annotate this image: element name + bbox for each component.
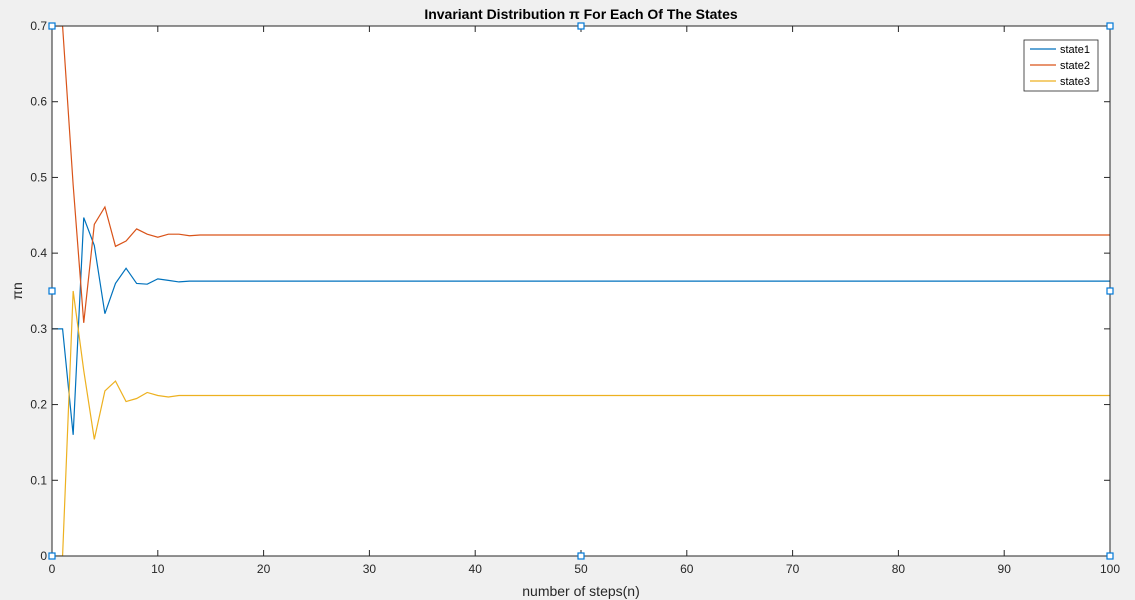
x-tick-label: 30 bbox=[363, 562, 377, 576]
resize-handle[interactable] bbox=[48, 552, 56, 560]
resize-handle[interactable] bbox=[1106, 287, 1114, 295]
resize-handle[interactable] bbox=[48, 287, 56, 295]
y-tick-label: 0.3 bbox=[30, 322, 47, 336]
series-line-state1 bbox=[52, 217, 1110, 435]
resize-handle[interactable] bbox=[1106, 552, 1114, 560]
y-tick-label: 0.1 bbox=[30, 473, 47, 487]
plot-area bbox=[52, 26, 1110, 556]
y-tick-label: 0 bbox=[40, 549, 47, 563]
x-tick-label: 0 bbox=[49, 562, 56, 576]
y-tick-label: 0.5 bbox=[30, 170, 47, 184]
x-axis-label: number of steps(n) bbox=[522, 583, 640, 599]
y-tick-label: 0.7 bbox=[30, 19, 47, 33]
chart-title: Invariant Distribution π For Each Of The… bbox=[424, 6, 738, 22]
resize-handle[interactable] bbox=[577, 22, 585, 30]
legend-label-state2: state2 bbox=[1060, 60, 1090, 72]
resize-handle[interactable] bbox=[48, 22, 56, 30]
legend[interactable]: state1 state2 state3 bbox=[1023, 39, 1099, 92]
resize-handle[interactable] bbox=[1106, 22, 1114, 30]
x-tick-label: 40 bbox=[469, 562, 483, 576]
y-tick-label: 0.6 bbox=[30, 95, 47, 109]
x-tick-label: 50 bbox=[574, 562, 588, 576]
series-line-state2 bbox=[52, 26, 1110, 323]
x-tick-label: 80 bbox=[892, 562, 906, 576]
x-tick-label: 100 bbox=[1100, 562, 1120, 576]
series-line-state3 bbox=[52, 290, 1110, 556]
x-tick-label: 90 bbox=[998, 562, 1012, 576]
x-tick-label: 70 bbox=[786, 562, 800, 576]
legend-label-state1: state1 bbox=[1060, 44, 1090, 56]
y-tick-label: 0.4 bbox=[30, 246, 47, 260]
selection-handles bbox=[48, 22, 1114, 560]
legend-label-state3: state3 bbox=[1060, 76, 1090, 88]
series-layer bbox=[52, 26, 1110, 556]
y-axis-label: πn bbox=[9, 282, 25, 299]
y-tick-label: 0.2 bbox=[30, 398, 47, 412]
x-tick-label: 10 bbox=[151, 562, 165, 576]
resize-handle[interactable] bbox=[577, 552, 585, 560]
x-tick-label: 60 bbox=[680, 562, 694, 576]
x-tick-label: 20 bbox=[257, 562, 271, 576]
